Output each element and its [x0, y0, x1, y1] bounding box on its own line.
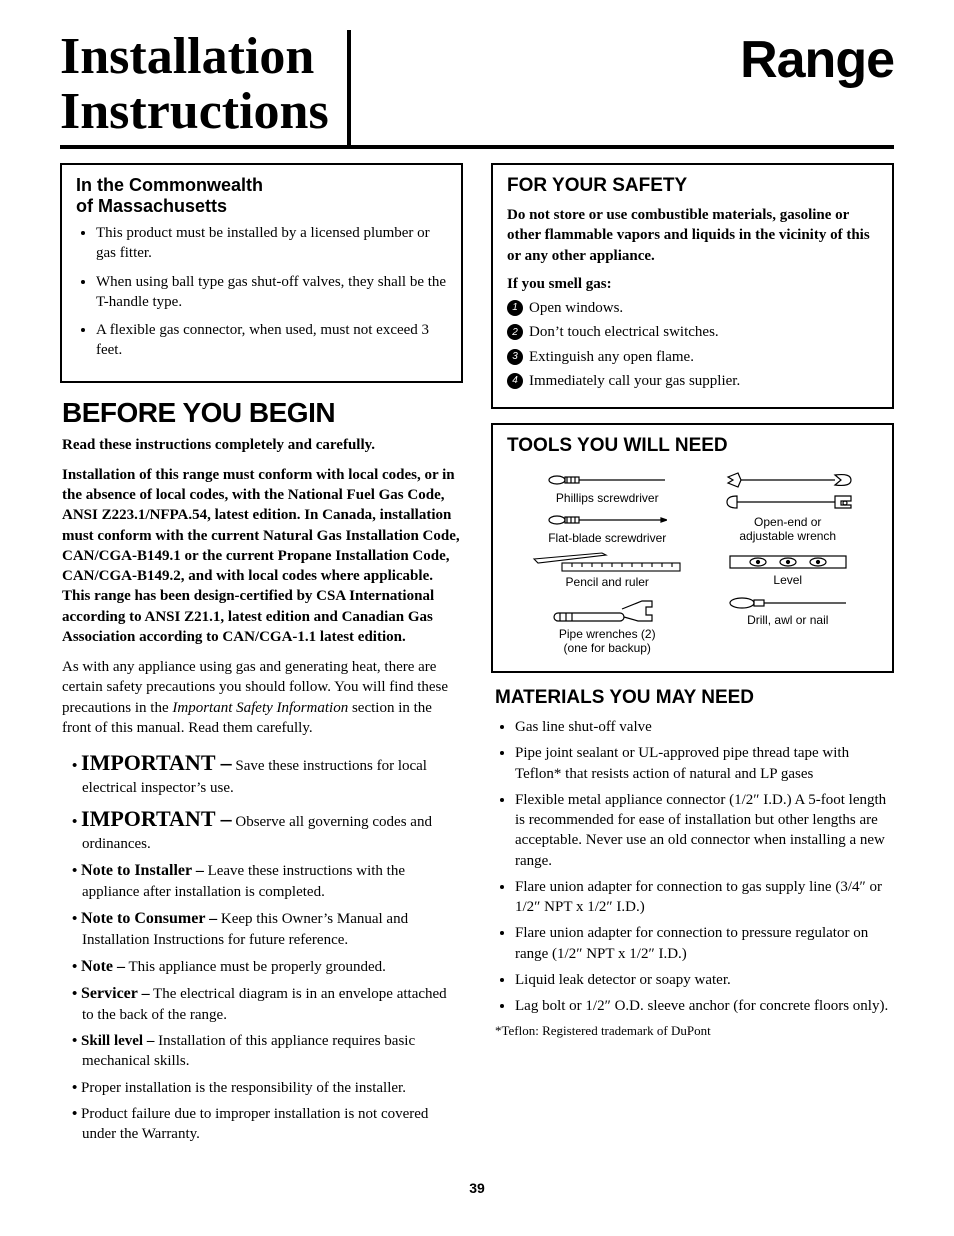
list-item: Pipe joint sealant or UL-approved pipe t…: [515, 743, 890, 784]
materials-footnote: *Teflon: Registered trademark of DuPont: [495, 1022, 890, 1040]
tool-drill: Drill, awl or nail: [708, 595, 869, 655]
tool-open-wrench: Open-end or adjustable wrench: [708, 471, 869, 545]
safety-heading: FOR YOUR SAFETY: [507, 175, 878, 197]
list-item: When using ball type gas shut-off valves…: [96, 272, 447, 313]
list-item: A flexible gas connector, when used, mus…: [96, 320, 447, 361]
safety-smell: If you smell gas:: [507, 274, 878, 294]
list-item: • Note to Consumer – Keep this Owner’s M…: [72, 908, 461, 950]
before-p3: As with any appliance using gas and gene…: [62, 657, 461, 738]
tool-level: Level: [708, 551, 869, 589]
list-item: Flare union adapter for connection to ga…: [515, 877, 890, 918]
before-heading: BEFORE YOU BEGIN: [62, 397, 461, 429]
page-title-block: Installation Instructions Range: [60, 30, 894, 149]
step-number-icon: 1: [507, 300, 523, 316]
tools-heading: TOOLS YOU WILL NEED: [507, 435, 878, 457]
tool-flat: Flat-blade screwdriver: [527, 511, 688, 545]
mass-list: This product must be installed by a lice…: [76, 223, 447, 361]
title-right: Range: [351, 30, 894, 90]
open-end-wrench-icon: [723, 471, 853, 491]
list-item: • IMPORTANT – Observe all governing code…: [72, 804, 461, 854]
list-item: Flexible metal appliance connector (1/2″…: [515, 790, 890, 871]
materials-heading: MATERIALS YOU MAY NEED: [495, 687, 890, 709]
level-icon: [728, 551, 848, 571]
list-item: • Note to Installer – Leave these instru…: [72, 860, 461, 902]
materials-section: MATERIALS YOU MAY NEED Gas line shut-off…: [491, 687, 894, 1040]
list-item: • Servicer – The electrical diagram is i…: [72, 983, 461, 1025]
list-item: • Proper installation is the responsibil…: [72, 1078, 461, 1098]
before-p2: Installation of this range must conform …: [62, 465, 461, 647]
list-item: This product must be installed by a lice…: [96, 223, 447, 264]
before-p1: Read these instructions completely and c…: [62, 435, 461, 455]
list-item: 1Open windows.: [507, 298, 878, 318]
safety-steps: 1Open windows. 2Don’t touch electrical s…: [507, 298, 878, 391]
list-item: 2Don’t touch electrical switches.: [507, 322, 878, 342]
tool-phillips: Phillips screwdriver: [527, 471, 688, 505]
title-left-line2: Instructions: [60, 83, 329, 140]
phillips-screwdriver-icon: [547, 471, 667, 489]
step-number-icon: 2: [507, 324, 523, 340]
tools-box: TOOLS YOU WILL NEED Phillips screwdriver…: [491, 423, 894, 673]
list-item: Flare union adapter for connection to pr…: [515, 923, 890, 964]
massachusetts-box: In the Commonwealth of Massachusetts Thi…: [60, 163, 463, 383]
drill-awl-icon: [728, 595, 848, 611]
list-item: • IMPORTANT – Save these instructions fo…: [72, 748, 461, 798]
before-you-begin: BEFORE YOU BEGIN Read these instructions…: [60, 397, 463, 1145]
page-number: 39: [60, 1180, 894, 1196]
list-item: • Skill level – Installation of this app…: [72, 1031, 461, 1072]
adjustable-wrench-icon: [723, 493, 853, 513]
list-item: Lag bolt or 1/2″ O.D. sleeve anchor (for…: [515, 996, 890, 1016]
materials-list: Gas line shut-off valve Pipe joint seala…: [495, 717, 890, 1016]
safety-warning: Do not store or use combustible material…: [507, 205, 878, 266]
title-left: Installation Instructions: [60, 30, 351, 145]
important-notes-list: • IMPORTANT – Save these instructions fo…: [62, 748, 461, 1144]
list-item: 3Extinguish any open flame.: [507, 347, 878, 367]
step-number-icon: 4: [507, 373, 523, 389]
pipe-wrench-icon: [552, 595, 662, 625]
mass-heading: In the Commonwealth of Massachusetts: [76, 175, 447, 217]
list-item: 4Immediately call your gas supplier.: [507, 371, 878, 391]
title-left-line1: Installation: [60, 28, 314, 85]
step-number-icon: 3: [507, 349, 523, 365]
list-item: Liquid leak detector or soapy water.: [515, 970, 890, 990]
safety-box: FOR YOUR SAFETY Do not store or use comb…: [491, 163, 894, 409]
list-item: Gas line shut-off valve: [515, 717, 890, 737]
list-item: • Note – This appliance must be properly…: [72, 956, 461, 978]
list-item: • Product failure due to improper instal…: [72, 1104, 461, 1145]
flat-screwdriver-icon: [547, 511, 667, 529]
tool-pencil: Pencil and ruler: [527, 551, 688, 589]
tool-pipe-wrench: Pipe wrenches (2) (one for backup): [527, 595, 688, 655]
pencil-ruler-icon: [532, 551, 682, 573]
